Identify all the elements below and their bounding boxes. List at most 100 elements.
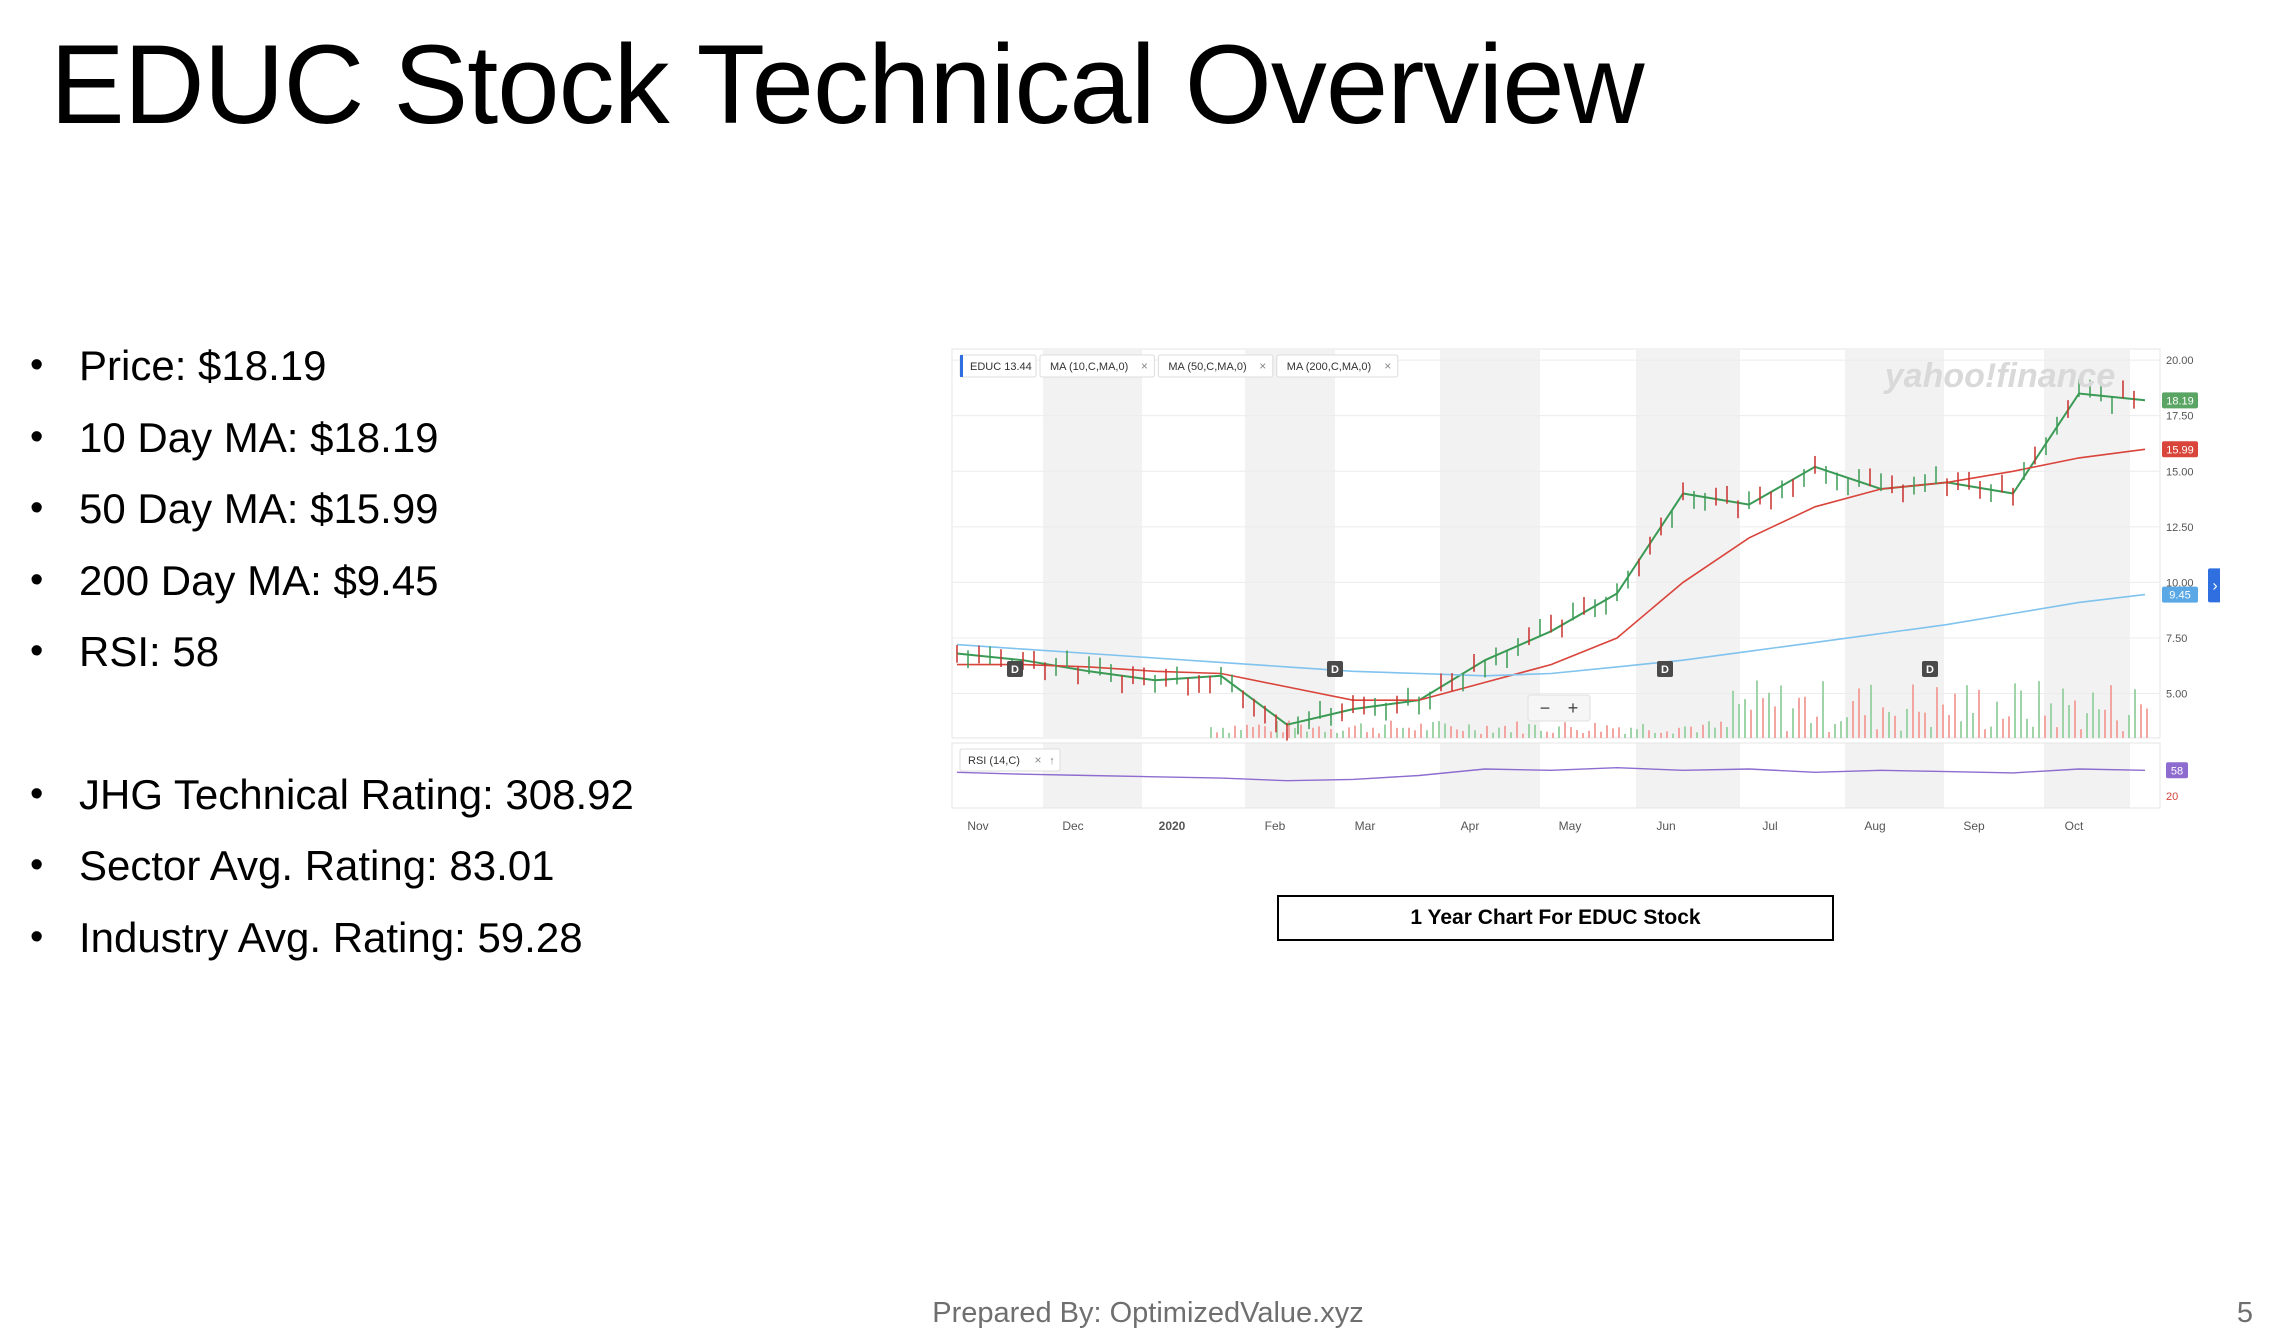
volume-bar bbox=[1468, 724, 1470, 738]
volume-bar bbox=[1954, 693, 1956, 738]
legend-chip bbox=[1157, 354, 1274, 378]
volume-bar bbox=[1984, 729, 1986, 738]
price-flag-label: 15.99 bbox=[2166, 444, 2194, 456]
volume-bar bbox=[1744, 699, 1746, 738]
volume-bar bbox=[1726, 727, 1728, 738]
volume-bar bbox=[1786, 731, 1788, 738]
dividend-marker-label: D bbox=[1661, 664, 1669, 676]
volume-bar bbox=[1960, 721, 1962, 738]
volume-bar bbox=[2050, 703, 2052, 738]
price-bullet: Price: $18.19 bbox=[30, 330, 634, 402]
y-tick-label: 15.00 bbox=[2166, 466, 2194, 478]
volume-bar bbox=[1852, 701, 1854, 738]
y-tick-label: 17.50 bbox=[2166, 411, 2194, 423]
volume-bar bbox=[1456, 729, 1458, 738]
close-icon: × bbox=[1141, 359, 1148, 373]
volume-bar bbox=[1810, 722, 1812, 738]
volume-bar bbox=[1474, 730, 1476, 738]
volume-bar bbox=[1252, 727, 1254, 738]
volume-bar bbox=[1942, 704, 1944, 738]
volume-bar bbox=[1492, 732, 1494, 738]
legend-chip-label: MA (50,C,MA,0) bbox=[1168, 361, 1246, 373]
legend-chip-label: EDUC 13.44 bbox=[970, 361, 1032, 373]
close-icon: × bbox=[1259, 359, 1266, 373]
volume-bar bbox=[1882, 707, 1884, 738]
ma10-bullet: 10 Day MA: $18.19 bbox=[30, 402, 634, 474]
volume-bar bbox=[1972, 712, 1974, 738]
volume-bar bbox=[1498, 727, 1500, 738]
volume-bar bbox=[1798, 697, 1800, 738]
y-tick-label: 10.00 bbox=[2166, 577, 2194, 589]
volume-bar bbox=[1216, 732, 1218, 738]
rsi-line bbox=[956, 766, 2146, 782]
x-tick-label: Jul bbox=[1762, 819, 1777, 833]
volume-bar bbox=[1582, 733, 1584, 738]
volume-bar bbox=[1918, 711, 1920, 738]
volume-bar bbox=[2134, 689, 2136, 738]
volume-bar bbox=[1210, 727, 1212, 738]
volume-bar bbox=[1774, 706, 1776, 738]
volume-bar bbox=[1300, 724, 1302, 738]
volume-bar bbox=[2092, 692, 2094, 738]
volume-bar bbox=[1282, 732, 1284, 738]
volume-bar bbox=[1654, 732, 1656, 738]
x-tick-label: Jun bbox=[1656, 819, 1675, 833]
volume-bar bbox=[1384, 724, 1386, 738]
rsi-tick-label: 20 bbox=[2166, 791, 2178, 803]
volume-bar bbox=[1876, 729, 1878, 738]
volume-bar bbox=[1684, 726, 1686, 738]
volume-bar bbox=[1828, 732, 1830, 738]
volume-bar bbox=[1600, 731, 1602, 738]
volume-bar bbox=[1804, 696, 1806, 738]
volume-bar bbox=[1696, 732, 1698, 738]
volume-bar bbox=[1858, 688, 1860, 738]
volume-bar bbox=[2062, 688, 2064, 738]
month-band bbox=[2044, 349, 2130, 738]
volume-bar bbox=[1708, 721, 1710, 738]
volume-bar bbox=[1948, 715, 1950, 738]
x-tick-label: Sep bbox=[1963, 819, 1985, 833]
volume-bar bbox=[1228, 732, 1230, 738]
volume-bar bbox=[1864, 715, 1866, 738]
price-flag-label: 18.19 bbox=[2166, 395, 2194, 407]
volume-bar bbox=[1276, 720, 1278, 738]
month-band-rsi bbox=[1636, 743, 1740, 808]
volume-bar bbox=[2074, 700, 2076, 738]
month-band bbox=[1845, 349, 1944, 738]
volume-bar bbox=[1702, 724, 1704, 738]
rsi-chip-label: RSI (14,C) bbox=[968, 755, 1020, 767]
volume-bar bbox=[1462, 730, 1464, 738]
x-tick-label: 2020 bbox=[1159, 819, 1186, 833]
volume-bar bbox=[1270, 731, 1272, 738]
volume-bar bbox=[2080, 729, 2082, 738]
volume-bar bbox=[2002, 718, 2004, 738]
x-tick-label: Dec bbox=[1062, 819, 1083, 833]
volume-bar bbox=[1354, 725, 1356, 738]
volume-bar bbox=[1606, 725, 1608, 738]
volume-bar bbox=[1990, 726, 1992, 738]
month-band-rsi bbox=[1245, 743, 1335, 808]
volume-bar bbox=[1546, 731, 1548, 738]
legend-chip-accent bbox=[960, 355, 963, 377]
volume-bar bbox=[1822, 681, 1824, 738]
x-tick-label: Mar bbox=[1355, 819, 1376, 833]
month-band-rsi bbox=[2044, 743, 2130, 808]
x-tick-label: Nov bbox=[967, 819, 988, 833]
volume-bar bbox=[1408, 727, 1410, 738]
volume-bar bbox=[1714, 727, 1716, 738]
volume-bar bbox=[1450, 726, 1452, 738]
volume-bar bbox=[1834, 723, 1836, 738]
y-tick-label: 12.50 bbox=[2166, 522, 2194, 534]
volume-bar bbox=[1738, 704, 1740, 738]
volume-bar bbox=[2014, 683, 2016, 738]
volume-bar bbox=[1510, 732, 1512, 738]
volume-bar bbox=[1366, 732, 1368, 738]
volume-bar bbox=[1294, 728, 1296, 738]
y-tick-label: 5.00 bbox=[2166, 689, 2187, 701]
volume-bar bbox=[1906, 708, 1908, 738]
volume-bar bbox=[1444, 723, 1446, 738]
volume-bar bbox=[2068, 704, 2070, 738]
volume-bar bbox=[2116, 720, 2118, 738]
volume-bar bbox=[1486, 725, 1488, 738]
volume-bar bbox=[1222, 727, 1224, 738]
